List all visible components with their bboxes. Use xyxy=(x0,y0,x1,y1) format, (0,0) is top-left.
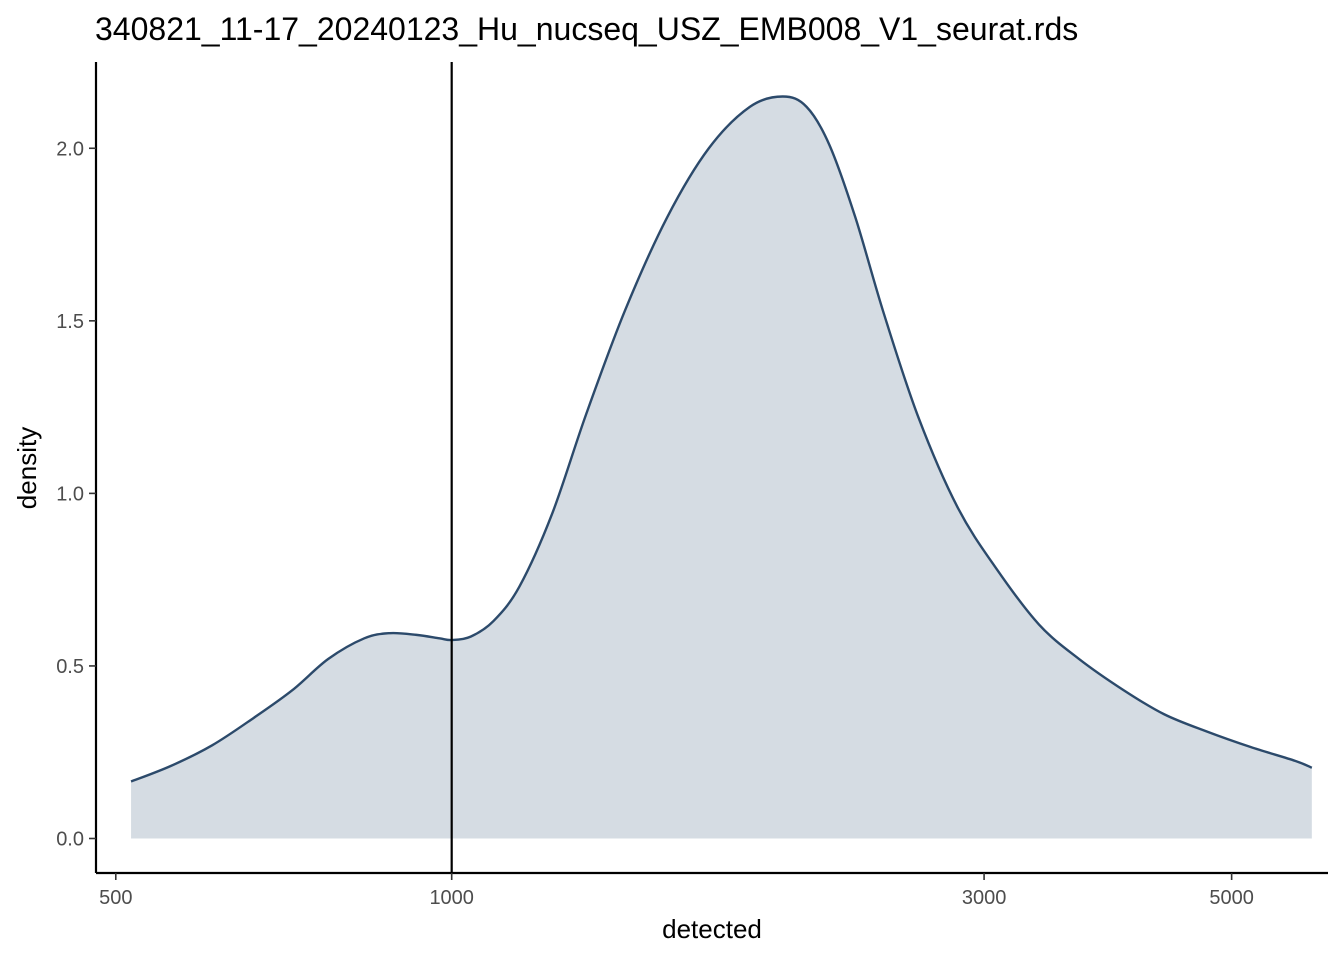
x-axis: 500 1000 3000 5000 xyxy=(96,871,1328,909)
x-tick-label: 500 xyxy=(99,887,132,909)
density-line xyxy=(130,95,1313,783)
y-tick-label: 1.5 xyxy=(56,311,84,333)
y-tick-label: 0.0 xyxy=(56,828,84,850)
x-tick-label: 5000 xyxy=(1209,887,1254,909)
y-axis-title: density xyxy=(12,427,42,509)
y-axis: 0.0 0.5 1.0 1.5 2.0 xyxy=(56,62,98,873)
y-tick-label: 1.0 xyxy=(56,483,84,505)
y-tick-label: 0.5 xyxy=(56,656,84,678)
x-tick-label: 3000 xyxy=(962,887,1007,909)
x-axis-title: detected xyxy=(662,914,762,944)
y-tick-label: 2.0 xyxy=(56,138,84,160)
x-tick-label: 1000 xyxy=(429,887,474,909)
density-area xyxy=(131,96,1312,839)
chart-title: 340821_11-17_20240123_Hu_nucseq_USZ_EMB0… xyxy=(95,11,1078,47)
plot-area xyxy=(130,62,1313,873)
